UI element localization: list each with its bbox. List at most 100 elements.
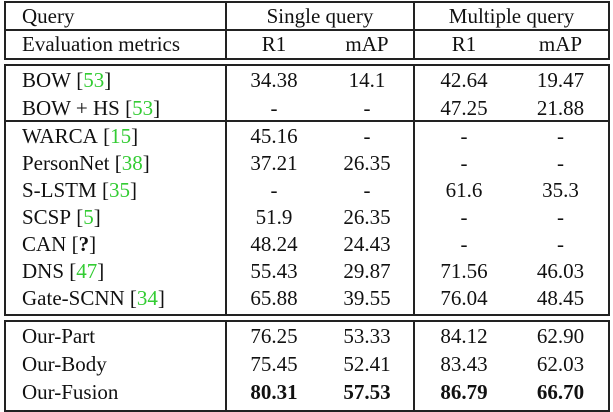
metric-value: - [557,205,564,229]
header-multi-map: mAP [538,32,583,56]
citation-bracket-open: [ [71,68,84,92]
citation-bracket-open: [ [66,232,79,256]
metric-value: 61.6 [445,178,483,202]
metric-value: 84.12 [440,324,488,348]
citation-bracket-close: ] [97,259,105,283]
metric-value: 48.45 [536,286,585,310]
metric-value: 76.04 [440,286,488,310]
method-label: PersonNet [22,151,110,175]
metric-value: 14.1 [348,68,386,92]
header-single-query: Single query [266,4,374,28]
method-label: Our-Body [22,352,107,376]
vrule-method-header [225,1,227,60]
metric-value: 83.43 [440,352,488,376]
metric-value: 75.45 [250,352,298,376]
method-name: BOW [53] [22,67,111,93]
metric-value: 51.9 [255,205,293,229]
citation-bracket-open: [ [109,151,122,175]
metric-value: - [557,151,564,175]
citation-bracket-close: ] [93,205,101,229]
method-name: CAN [?] [22,231,96,257]
metric-value: 62.90 [536,324,585,348]
method-name: WARCA [15] [22,123,138,149]
method-label: Gate-SCNN [22,286,125,310]
method-name: S-LSTM [35] [22,177,137,203]
metric-value: - [460,124,468,148]
citation-bracket-open: [ [96,178,109,202]
metric-value: 53.33 [343,324,391,348]
citation-link[interactable]: 47 [76,259,98,283]
vrule-left-body [4,64,6,316]
metric-value: 34.38 [250,68,298,92]
method-label: S-LSTM [22,178,97,202]
method-name: Our-Fusion [22,379,118,405]
citation-link[interactable]: 34 [136,286,158,310]
vrule-method-body [225,64,227,316]
metric-value: - [460,205,468,229]
header-single-r1: R1 [261,32,287,56]
rule-header-bottom [4,58,610,60]
method-label: DNS [22,259,65,283]
vrule-group-header [413,1,415,60]
citation-link[interactable]: 38 [121,151,143,175]
citation-bracket-open: [ [97,124,111,148]
metric-value: 39.55 [343,286,391,310]
header-multiple-query: Multiple query [448,4,575,28]
citation-link[interactable]: 53 [132,96,154,120]
method-name: Our-Part [22,323,95,349]
metric-value: 19.47 [536,68,585,92]
metric-value: 42.64 [440,68,488,92]
method-name: PersonNet [38] [22,150,150,176]
metric-value: - [363,96,371,120]
rule-section2-top [4,120,610,122]
citation-link[interactable]: 53 [83,68,105,92]
metric-value: 65.88 [250,286,298,310]
rule-section2-bottom [4,314,610,316]
metric-value: 76.25 [250,324,298,348]
method-name: SCSP [5] [22,204,101,230]
metric-value: 62.03 [536,352,585,376]
citation-bracket-close: ] [157,286,165,310]
rule-header-mid [4,29,610,31]
rule-section1-top [4,64,610,66]
method-name: DNS [47] [22,258,104,284]
citation-bracket-close: ] [89,232,97,256]
metric-value: 48.24 [250,232,298,256]
citation-link[interactable]: 35 [108,178,130,202]
citation-bracket-open: [ [119,96,133,120]
method-name: Gate-SCNN [34] [22,285,165,311]
method-label: Our-Part [22,324,96,348]
vrule-group-body [413,64,415,316]
citation-bracket-close: ] [129,178,137,202]
method-label: WARCA [22,124,98,148]
metric-value: 37.21 [250,151,298,175]
vrule-right-body [608,64,610,316]
metric-value: 80.31 [250,380,298,404]
vrule-method-ours [225,320,227,412]
vrule-group-ours [413,320,415,412]
metric-value: 26.35 [343,205,391,229]
metric-value: - [460,232,468,256]
rule-top [4,1,610,3]
citation-bracket-close: ] [104,68,112,92]
metric-value: 35.3 [542,178,579,202]
method-label: CAN [22,232,67,256]
metric-value: 29.87 [343,259,391,283]
method-label: BOW [22,68,71,92]
citation-link[interactable]: 5 [83,205,94,229]
metric-value: - [460,151,468,175]
citation-link[interactable]: 15 [110,124,132,148]
vrule-left-header [4,1,6,60]
metric-value: - [270,96,278,120]
citation-bracket-open: [ [64,259,77,283]
header-query-label: Query [22,4,75,28]
metric-value: 55.43 [250,259,298,283]
metric-value: 24.43 [343,232,391,256]
metric-value: 57.53 [343,380,391,404]
method-label: SCSP [22,205,72,229]
method-name: Our-Body [22,351,107,377]
metric-value: - [557,124,564,148]
citation-bracket-close: ] [153,96,161,120]
metric-value: 66.70 [536,380,585,404]
metric-value: 71.56 [440,259,488,283]
